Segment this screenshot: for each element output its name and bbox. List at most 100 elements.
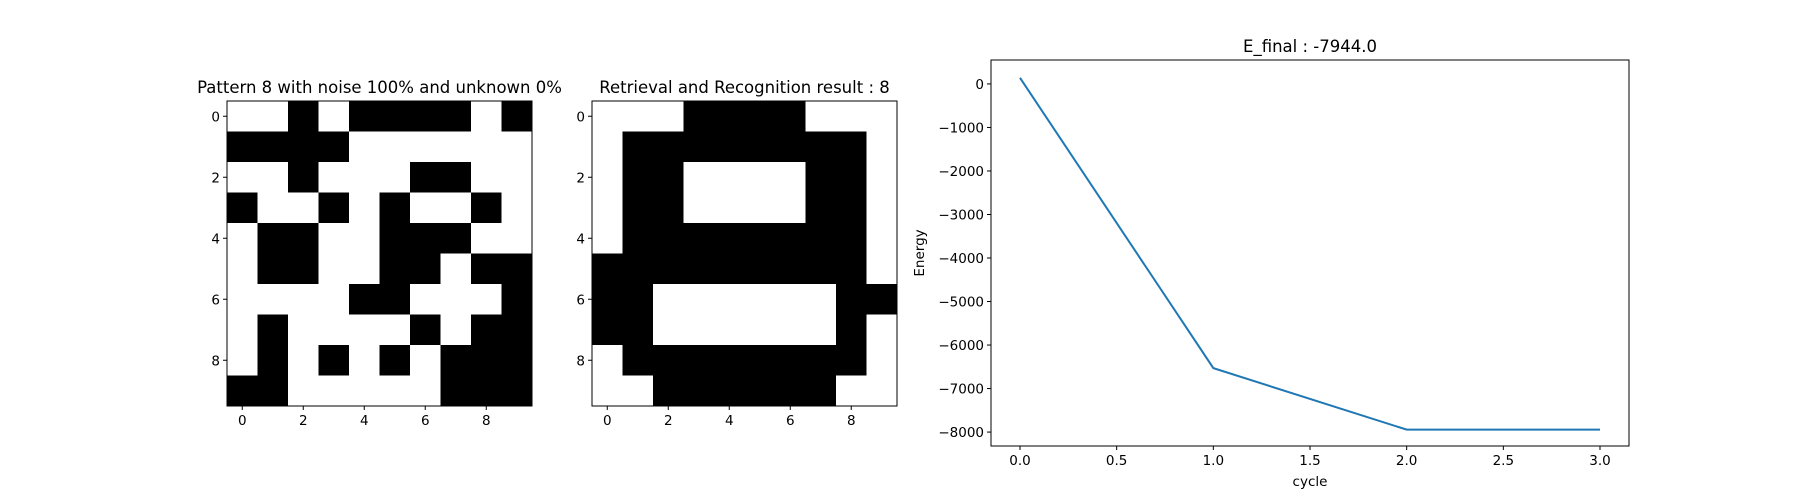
- heatmap-cell: [471, 131, 502, 163]
- heatmap-cell: [410, 314, 441, 346]
- heatmap-cell: [288, 101, 319, 132]
- heatmap-cell: [318, 131, 350, 163]
- heatmap-cell: [379, 253, 411, 285]
- heatmap-cell: [744, 284, 776, 315]
- y-tick-label: −3000: [938, 207, 984, 223]
- x-tick-label: 2.5: [1493, 453, 1514, 469]
- heatmap-cell: [257, 192, 289, 224]
- heatmap-cell: [683, 375, 715, 407]
- heatmap-cell: [379, 192, 411, 224]
- heatmap-cell: [471, 284, 502, 315]
- heatmap-cell: [288, 192, 319, 224]
- heatmap-cell: [622, 345, 654, 376]
- heatmap-cell: [440, 192, 472, 224]
- heatmap-cell: [227, 375, 258, 407]
- x-tick-label: 2: [299, 413, 308, 429]
- heatmap-cell: [653, 284, 684, 315]
- chart-title: Pattern 8 with noise 100% and unknown 0%: [197, 78, 562, 97]
- heatmap-cell: [622, 284, 654, 315]
- energy-line-chart: 0.0 0.5 1.0 1.5 2.0 2.5 3.0 0 −1000 −2000 −3000 −40…: [912, 37, 1630, 490]
- heatmap-cell: [714, 192, 745, 224]
- heatmap-cell: [288, 162, 319, 193]
- y-tick-label: 2: [576, 170, 585, 186]
- heatmap-cell: [440, 162, 472, 193]
- heatmap-cell: [471, 101, 502, 132]
- heatmap-cell: [622, 223, 654, 254]
- heatmap-cell: [440, 375, 472, 407]
- heatmap-cell: [257, 375, 289, 407]
- heatmap-cell: [592, 131, 623, 163]
- heatmap-cell: [592, 375, 623, 407]
- heatmap-cell: [227, 192, 258, 224]
- heatmap-cell: [349, 314, 380, 346]
- heatmap-cell: [714, 375, 745, 407]
- heatmap-cell: [288, 223, 319, 254]
- heatmap-cell: [805, 253, 837, 285]
- heatmap-cell: [501, 284, 533, 315]
- heatmap-cell: [744, 101, 776, 132]
- heatmap-cell: [288, 131, 319, 163]
- heatmap-cell: [379, 101, 411, 132]
- heatmap-cell: [257, 223, 289, 254]
- heatmap-cell: [805, 345, 837, 376]
- heatmap-cell: [501, 101, 533, 132]
- heatmap-cell: [257, 345, 289, 376]
- heatmap-cell: [714, 131, 745, 163]
- x-tick-label: 3.0: [1589, 453, 1610, 469]
- heatmap-cell: [775, 284, 806, 315]
- heatmap-cell: [440, 223, 472, 254]
- heatmap-cell: [440, 284, 472, 315]
- heatmap-cell: [379, 314, 411, 346]
- heatmap-cell: [318, 192, 350, 224]
- heatmap-cell: [227, 131, 258, 163]
- heatmap-cell: [866, 162, 898, 193]
- heatmap-cell: [805, 223, 837, 254]
- heatmap-cell: [227, 253, 258, 285]
- heatmap-cell: [653, 101, 684, 132]
- heatmap-cell: [410, 101, 441, 132]
- heatmap-cell: [410, 162, 441, 193]
- y-tick-label: 6: [211, 292, 220, 308]
- heatmap-cell: [653, 223, 684, 254]
- heatmap-cell: [288, 375, 319, 407]
- heatmap-cell: [592, 101, 623, 132]
- x-tick-label: 0: [603, 413, 612, 429]
- heatmap-cell: [471, 223, 502, 254]
- x-tick-label: 4: [360, 413, 369, 429]
- heatmap-cell: [622, 101, 654, 132]
- heatmap-cell: [318, 162, 350, 193]
- heatmap-cell: [318, 314, 350, 346]
- heatmap-cell: [866, 345, 898, 376]
- heatmap-cell: [349, 101, 380, 132]
- y-tick-label: 2: [211, 170, 220, 186]
- x-tick-label: 2: [664, 413, 673, 429]
- heatmap-cell: [683, 101, 715, 132]
- heatmap-cell: [501, 253, 533, 285]
- heatmap-cell: [653, 253, 684, 285]
- heatmap-cell: [288, 284, 319, 315]
- heatmap-cell: [714, 162, 745, 193]
- energy-series-line: [1019, 77, 1600, 431]
- heatmap-cell: [592, 284, 623, 315]
- heatmap-cell: [744, 375, 776, 407]
- heatmap-cell: [805, 162, 837, 193]
- heatmap-cell: [379, 162, 411, 193]
- heatmap-cell: [653, 375, 684, 407]
- heatmap-cell: [410, 223, 441, 254]
- x-tick-label: 4: [725, 413, 734, 429]
- y-tick-label: 8: [211, 353, 220, 369]
- y-tick-label: −4000: [938, 251, 984, 267]
- heatmap-cell: [866, 223, 898, 254]
- heatmap-cell: [836, 345, 867, 376]
- heatmap-cell: [775, 314, 806, 346]
- heatmap-cell: [410, 253, 441, 285]
- heatmap-cell: [592, 223, 623, 254]
- heatmap-cell: [866, 314, 898, 346]
- y-tick-label: −8000: [938, 425, 984, 441]
- heatmap-cell: [227, 162, 258, 193]
- heatmap-cell: [501, 131, 533, 163]
- heatmap-cell: [683, 223, 715, 254]
- heatmap-cell: [471, 314, 502, 346]
- heatmap-cell: [440, 253, 472, 285]
- heatmap-cell: [622, 375, 654, 407]
